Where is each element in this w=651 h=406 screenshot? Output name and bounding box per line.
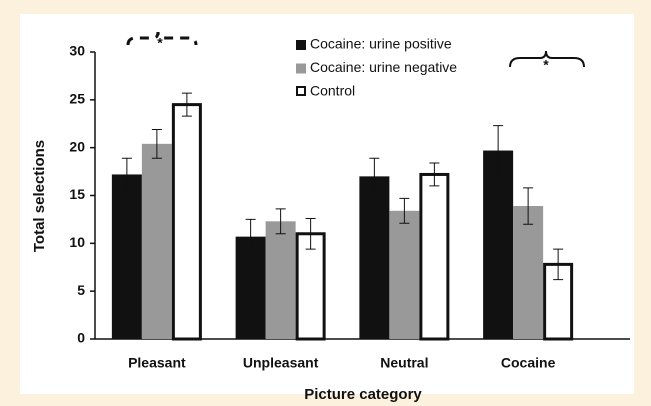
x-axis-label: Picture category	[304, 386, 422, 403]
error-bar	[275, 208, 286, 235]
error-bar	[121, 157, 132, 192]
bar	[359, 176, 390, 339]
bar	[483, 150, 514, 339]
y-tick-label: 20	[69, 138, 85, 154]
error-bar	[553, 248, 564, 281]
error-bar	[399, 197, 410, 224]
legend-swatch	[296, 86, 306, 96]
error-bar	[181, 92, 192, 117]
bar	[265, 221, 296, 339]
bar	[389, 210, 420, 339]
legend-swatch	[296, 40, 306, 50]
bar	[171, 103, 202, 341]
bar	[513, 206, 544, 339]
y-axis-label: Total selections	[31, 140, 48, 252]
legend-label: Cocaine: urine positive	[310, 36, 452, 52]
bar	[141, 143, 172, 339]
y-tick-label: 0	[77, 330, 85, 346]
legend-swatch	[296, 63, 306, 74]
y-tick-label: 5	[77, 282, 85, 298]
error-bar	[305, 217, 316, 250]
error-bar	[245, 218, 256, 255]
annotation: *	[543, 57, 549, 73]
error-bar	[429, 162, 440, 187]
bar	[419, 172, 450, 341]
error-bar	[523, 187, 534, 225]
legend-label: Cocaine: urine negative	[310, 59, 457, 75]
y-tick-label: 30	[69, 43, 85, 59]
y-tick-label: 10	[69, 234, 85, 250]
error-bar	[493, 125, 504, 176]
x-tick-label: Pleasant	[128, 355, 186, 371]
y-tick-label: 15	[69, 186, 85, 202]
legend-label: Control	[310, 83, 355, 99]
error-bar	[151, 128, 162, 159]
y-tick-label: 25	[69, 91, 85, 107]
bar	[295, 232, 326, 341]
error-bar	[369, 157, 380, 196]
x-tick-label: Cocaine	[501, 355, 556, 371]
bar	[111, 174, 142, 339]
brace	[509, 50, 585, 68]
x-tick-label: Neutral	[380, 355, 428, 371]
annotation: *	[157, 35, 163, 51]
brace	[126, 31, 198, 46]
x-tick-label: Unpleasant	[243, 355, 319, 371]
